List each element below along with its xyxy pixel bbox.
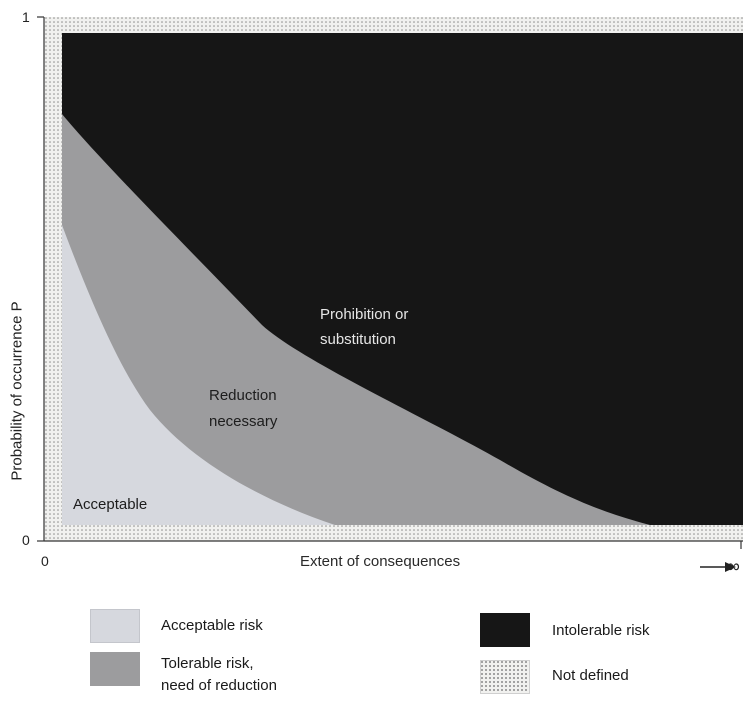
x-tick-right: ∞	[727, 556, 740, 576]
region-label-reduction-1: Reduction	[209, 387, 277, 404]
region-label-prohibition-2: substitution	[320, 331, 396, 348]
region-label-prohibition-1: Prohibition or	[320, 306, 409, 323]
region-label-reduction-2: necessary	[209, 413, 278, 430]
tolerable-region	[62, 114, 650, 525]
legend-swatch-tolerable	[90, 652, 140, 686]
x-axis-label: Extent of consequences	[300, 553, 461, 570]
legend-label-tolerable-1: Tolerable risk,	[161, 655, 254, 672]
legend-label-intolerable: Intolerable risk	[552, 622, 650, 639]
legend-swatch-intolerable	[480, 613, 530, 647]
acceptable-region	[62, 225, 335, 525]
region-label-acceptable: Acceptable	[73, 496, 148, 513]
y-axis-label: Probability of occurrence P	[8, 301, 26, 481]
legend-swatch-not-defined	[480, 660, 530, 694]
y-tick-top: 1	[22, 9, 30, 25]
legend-label-tolerable-2: need of reduction	[161, 677, 277, 694]
y-tick-bottom: 0	[22, 532, 30, 548]
infinity-arrow-head	[725, 562, 736, 572]
legend-label-not-defined: Not defined	[552, 667, 629, 684]
x-tick-left: 0	[41, 553, 49, 569]
legend-label-acceptable: Acceptable risk	[161, 617, 263, 634]
legend-swatch-acceptable	[90, 609, 140, 643]
